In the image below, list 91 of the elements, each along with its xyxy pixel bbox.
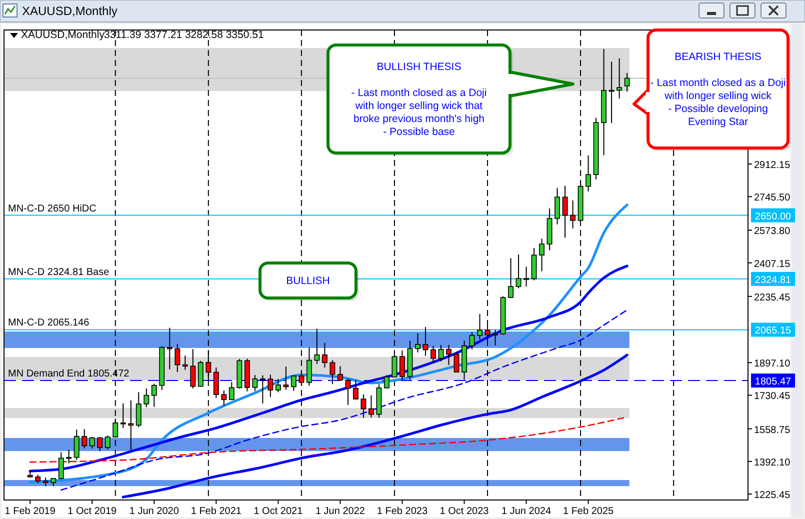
chart-title: XAUUSD,Monthly [22, 4, 118, 18]
y-tick-label: 2912.15 [754, 160, 791, 172]
candlestick [306, 347, 312, 386]
y-tick-label: 1558.75 [754, 424, 791, 436]
text: BULLISH THESIS - Last month closed as a Doji with longer selling wick that broke previous month's high - Possible base [351, 61, 487, 138]
candlestick [616, 58, 622, 99]
candlestick [174, 344, 180, 373]
y-tick-label: 1730.45 [754, 391, 791, 402]
candlestick [360, 394, 366, 418]
candlestick [554, 187, 560, 225]
y-tick-label: 2235.45 [754, 292, 791, 304]
candlestick [586, 154, 592, 192]
y-tick-label: 2407.15 [754, 258, 791, 270]
y-tick-label: 2745.50 [754, 192, 791, 204]
ref-line-label: MN Demand End 1805.472 [8, 368, 130, 380]
text: 2065.15 [754, 326, 792, 337]
candlestick [166, 327, 172, 370]
x-tick-label: 1 Feb 2021 [190, 506, 242, 517]
ref-line-label: MN-C-D 2065.146 [8, 318, 90, 329]
candlestick [539, 238, 545, 272]
x-tick-label: 1 Feb 2019 [4, 506, 56, 517]
candlestick [82, 428, 88, 449]
candlestick [314, 328, 320, 365]
candlestick [213, 367, 219, 398]
x-tick-label: 1 Jun 2022 [315, 506, 366, 517]
candlestick [228, 382, 234, 401]
candlestick [345, 378, 351, 406]
x-tick-label: 1 Feb 2023 [376, 506, 428, 517]
candlestick [275, 378, 281, 393]
y-tick-label: 1225.45 [754, 490, 791, 502]
candlestick [446, 344, 452, 366]
candlestick [120, 402, 126, 428]
candlestick [268, 374, 274, 398]
candlestick [454, 351, 460, 373]
candlestick [290, 375, 296, 392]
candlestick [151, 383, 157, 408]
text: 2650.00 [754, 211, 792, 222]
candlestick [516, 254, 522, 289]
text: 1805.47 [754, 376, 792, 388]
candlestick [252, 374, 258, 392]
candlestick [400, 350, 405, 382]
candlestick [330, 360, 336, 385]
x-tick-label: 1 Oct 2023 [440, 506, 490, 517]
candlestick [182, 355, 188, 370]
candlestick [368, 394, 374, 418]
text: 2324.81 [754, 274, 792, 286]
y-tick-label: 2573.80 [754, 226, 791, 238]
candlestick [524, 266, 529, 288]
candlestick [384, 374, 390, 389]
candlestick [136, 391, 142, 428]
candlestick [221, 390, 227, 406]
candlestick [89, 436, 95, 450]
candlestick [492, 329, 498, 346]
candlestick [128, 400, 134, 450]
candlestick [198, 360, 204, 388]
candlestick [104, 435, 110, 450]
chart-title: XAUUSD,Monthly [21, 29, 106, 41]
candlestick [337, 366, 343, 382]
candlestick [508, 258, 514, 298]
candlestick [438, 344, 444, 362]
candlestick [112, 418, 118, 438]
candlestick [58, 452, 64, 480]
candlestick [531, 247, 537, 281]
candlestick [570, 200, 576, 229]
text: BEARISH THESIS - Last month closed as a Doji with longer selling wick - Possible developing Evening Star [650, 51, 786, 128]
y-tick-label: 1392.10 [754, 457, 791, 468]
ref-line-label: MN-C-D 2650 HiDC [8, 203, 96, 214]
candlestick [74, 429, 80, 460]
ref-line-label: MN-C-D 2324.81 Base [8, 266, 110, 278]
candlestick [469, 332, 475, 350]
x-tick-label: 1 Jun 2020 [129, 506, 180, 517]
y-tick-label: 1897.10 [754, 358, 791, 370]
candlestick [97, 436, 103, 452]
candlestick [624, 72, 630, 92]
candlestick [477, 313, 482, 340]
x-tick-label: 1 Feb 2025 [562, 506, 614, 517]
candlestick [144, 388, 150, 408]
x-tick-label: 1 Jun 2024 [502, 506, 552, 517]
candlestick [283, 366, 289, 390]
candlestick [415, 332, 420, 353]
candlestick [190, 348, 196, 389]
candlestick [430, 345, 436, 364]
candlestick [422, 326, 428, 356]
chart-subtitle: 3311.39 3377.21 3282.58 3350.51 [104, 29, 264, 41]
candlestick [260, 374, 266, 404]
x-tick-label: 1 Oct 2019 [68, 506, 118, 517]
annotation: BULLISH [286, 275, 330, 287]
candlestick [562, 185, 568, 238]
candlestick [352, 380, 358, 400]
candlestick [322, 342, 328, 368]
x-tick-label: 1 Oct 2021 [254, 506, 304, 517]
